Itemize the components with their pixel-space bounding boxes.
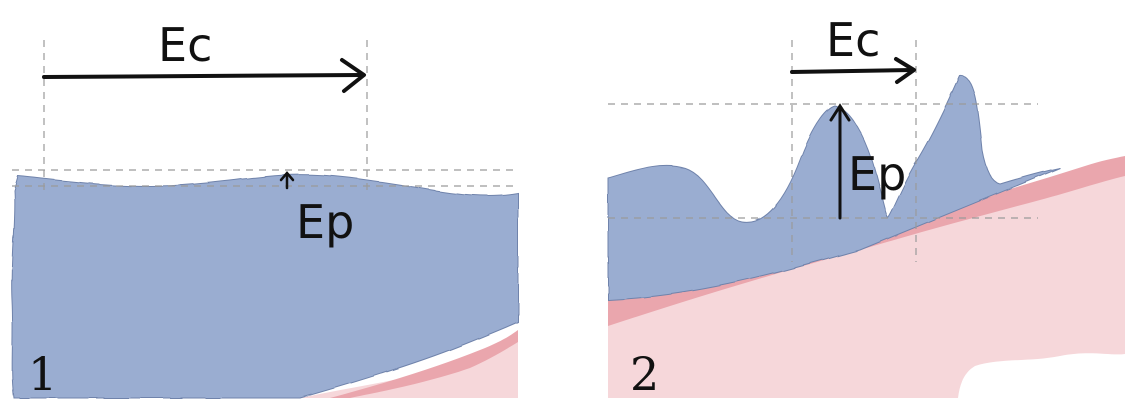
panel-number-1: 1	[28, 347, 57, 401]
panel-1: Ec Ep 1	[11, 18, 519, 401]
ep-label-1: Ep	[296, 195, 354, 249]
water-body	[607, 75, 1061, 301]
panel-1-guides	[12, 40, 518, 190]
earth-light-layer	[300, 338, 518, 398]
ep-arrow-1	[279, 171, 295, 190]
panel-2-guides	[608, 40, 1038, 262]
ep-label-2: Ep	[848, 147, 906, 201]
panel-2: Ec Ep 2	[607, 13, 1125, 401]
earth-light-layer	[608, 158, 1125, 398]
ec-arrow-1	[42, 58, 366, 93]
ec-arrow-2	[790, 57, 916, 84]
ec-label-1: Ec	[158, 18, 212, 72]
water-body	[11, 174, 519, 399]
ec-label-2: Ec	[826, 13, 880, 67]
panel-number-2: 2	[630, 347, 659, 401]
ep-arrow-2	[829, 103, 851, 220]
